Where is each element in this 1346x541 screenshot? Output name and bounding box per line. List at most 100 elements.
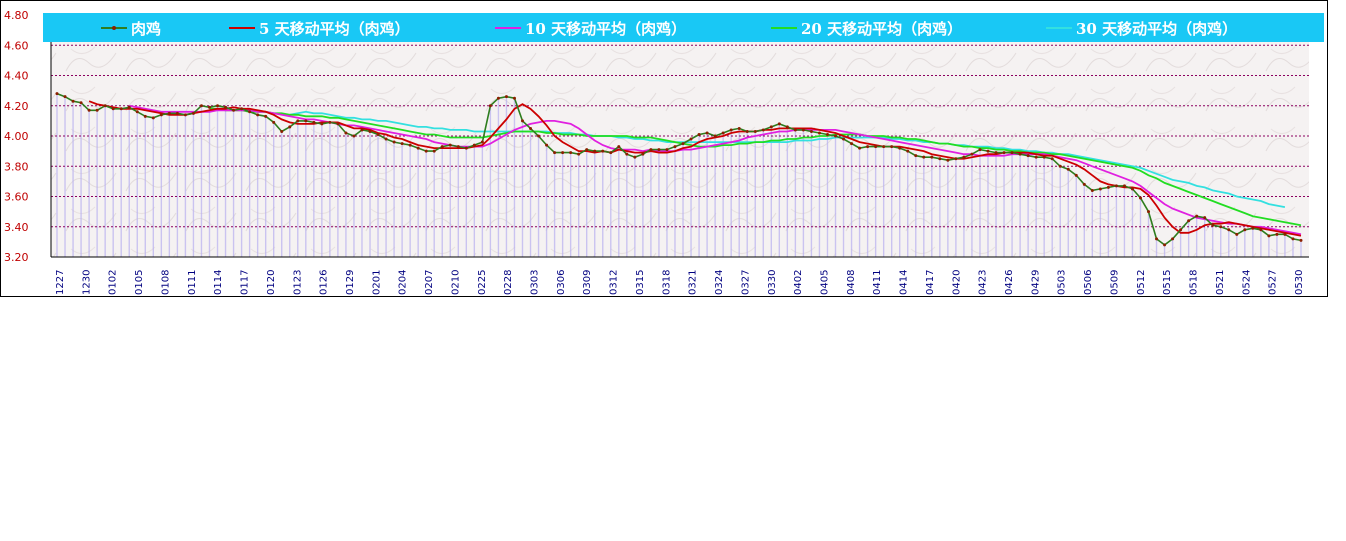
data-point — [248, 110, 252, 114]
data-point — [55, 92, 59, 96]
x-tick-label: 0318 — [661, 270, 672, 295]
data-point — [761, 128, 765, 132]
data-point — [673, 145, 677, 149]
x-tick-label: 0405 — [819, 270, 830, 295]
x-tick-label: 0503 — [1057, 270, 1068, 295]
price-line-chart: 3.20 3.40 3.60 3.80 4.00 4.20 4.40 4.60 4.80 1227… — [4, 9, 1324, 295]
data-point — [400, 142, 404, 146]
data-point — [1010, 151, 1014, 155]
data-point — [561, 151, 565, 155]
data-point — [520, 119, 524, 123]
data-point — [1058, 164, 1062, 168]
data-point — [207, 105, 211, 109]
legend-marker — [112, 26, 116, 30]
data-point — [1026, 154, 1030, 158]
y-tick-label: 4.00 — [4, 130, 29, 143]
data-point — [601, 149, 605, 153]
x-tick-label: 1230 — [81, 270, 92, 295]
data-point — [1291, 237, 1295, 241]
data-point — [392, 140, 396, 144]
data-point — [440, 145, 444, 149]
y-tick-label: 3.60 — [4, 191, 29, 204]
data-point — [1018, 152, 1022, 156]
x-tick-label: 0126 — [319, 270, 330, 295]
x-tick-label: 0201 — [371, 270, 382, 295]
legend-label: 30 天移动平均（肉鸡） — [1076, 20, 1237, 38]
data-point — [1171, 237, 1175, 241]
data-point — [946, 158, 950, 162]
y-tick-label: 4.80 — [4, 9, 29, 22]
data-point — [1090, 188, 1094, 192]
x-tick-label: 0123 — [292, 270, 303, 295]
series-line-1 — [88, 100, 1302, 237]
data-point — [1243, 228, 1247, 232]
data-point — [376, 132, 380, 136]
data-point — [1299, 238, 1303, 242]
data-point — [71, 99, 75, 103]
data-point — [729, 128, 733, 132]
x-tick-label: 0114 — [213, 270, 224, 295]
data-point — [1259, 228, 1263, 232]
data-point — [296, 119, 300, 123]
x-tick-label: 0429 — [1030, 270, 1041, 295]
data-point — [593, 149, 597, 153]
data-point — [352, 134, 356, 138]
x-tick-label: 0330 — [767, 270, 778, 295]
data-point — [793, 128, 797, 132]
data-point — [448, 143, 452, 147]
data-point — [625, 152, 629, 156]
data-point — [256, 113, 260, 117]
data-point — [1034, 155, 1038, 159]
data-point — [1074, 173, 1078, 177]
data-point — [986, 149, 990, 153]
data-point — [633, 155, 637, 159]
chart-frame: 3.20 3.40 3.60 3.80 4.00 4.20 4.40 4.60 4.80 1227… — [0, 0, 1328, 297]
data-point — [898, 146, 902, 150]
data-point — [1114, 184, 1118, 188]
data-point — [569, 151, 573, 155]
data-point — [617, 145, 621, 149]
x-tick-label: 0120 — [266, 270, 277, 295]
data-point — [697, 132, 701, 136]
data-point — [1187, 219, 1191, 223]
data-point — [143, 114, 147, 118]
data-point — [1122, 184, 1126, 188]
data-point — [1179, 228, 1183, 232]
data-point — [721, 131, 725, 135]
data-point — [1050, 157, 1054, 161]
data-point — [480, 140, 484, 144]
data-point — [665, 148, 669, 152]
data-point — [649, 148, 653, 152]
data-point — [111, 107, 115, 111]
vertical-stripes — [56, 93, 1302, 257]
data-point — [994, 151, 998, 155]
x-tick-label: 0420 — [951, 270, 962, 295]
data-point — [834, 134, 838, 138]
x-tick-label: 0506 — [1083, 270, 1094, 295]
data-point — [360, 128, 364, 132]
data-point — [175, 111, 179, 115]
data-point — [1098, 187, 1102, 191]
y-tick-label: 4.40 — [4, 70, 29, 83]
data-point — [978, 148, 982, 152]
data-point — [553, 151, 557, 155]
data-point — [753, 129, 757, 133]
data-point — [930, 155, 934, 159]
data-point — [416, 146, 420, 150]
x-tick-label: 0315 — [635, 270, 646, 295]
data-point — [79, 101, 83, 105]
data-point — [641, 152, 645, 156]
data-point — [769, 125, 773, 129]
x-tick-label: 0225 — [477, 270, 488, 295]
data-point — [384, 137, 388, 141]
x-tick-label: 0521 — [1215, 270, 1226, 295]
y-tick-label: 3.20 — [4, 251, 29, 264]
y-tick-label: 3.40 — [4, 221, 29, 234]
data-point — [1235, 232, 1239, 236]
data-point — [368, 129, 372, 133]
data-point — [103, 104, 107, 108]
data-point — [408, 143, 412, 147]
data-point — [504, 95, 508, 99]
x-tick-label: 0512 — [1136, 270, 1147, 295]
y-tick-label: 4.60 — [4, 39, 29, 52]
